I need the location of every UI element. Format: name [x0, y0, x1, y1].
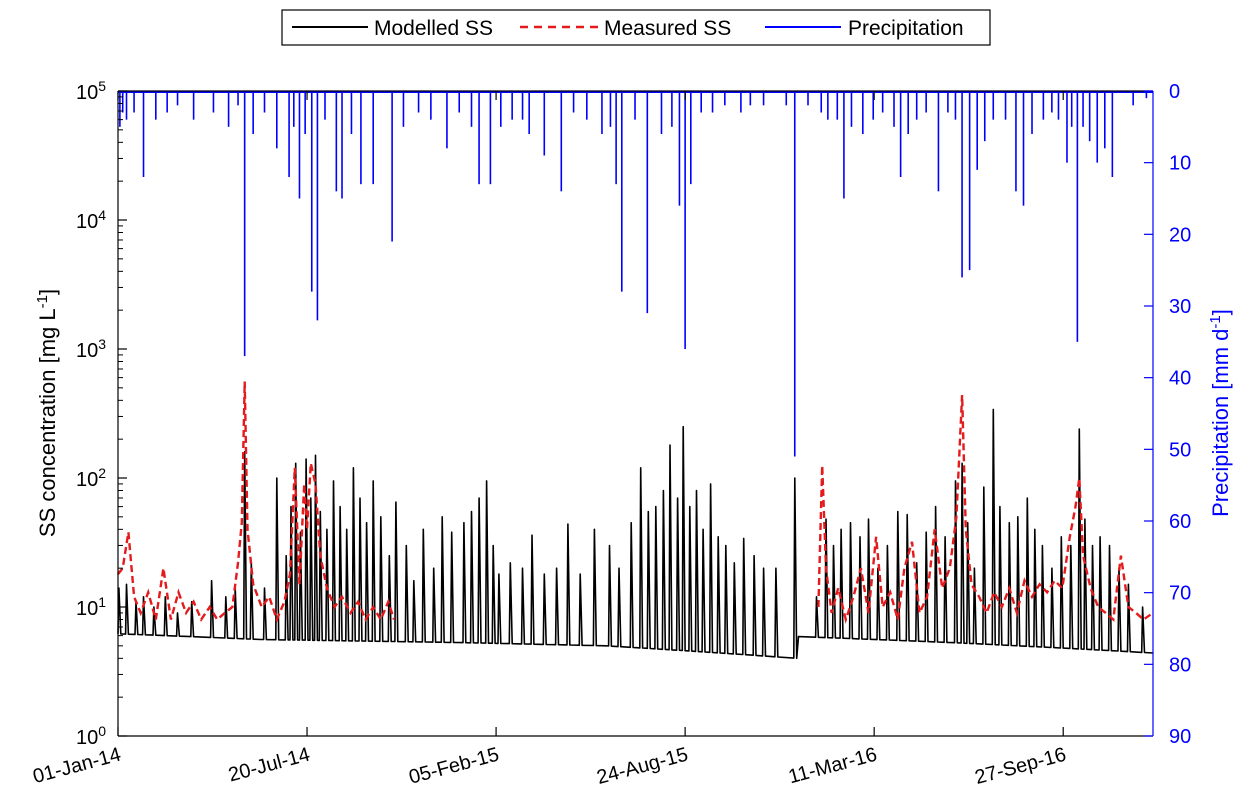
y-left-tick-label: 105: [76, 78, 106, 104]
y-left-ticks: 100 101 102 103 104 105: [76, 78, 127, 749]
y-right-tick-label: 90: [1169, 726, 1191, 748]
y-right-tick-label: 30: [1169, 296, 1191, 318]
y-left-tick-label: 104: [76, 207, 106, 233]
x-tick-label: 05-Feb-15: [407, 744, 502, 789]
y-right-tick-label: 20: [1169, 224, 1191, 246]
y-left-axis-label-close: ]: [35, 289, 60, 295]
y-right-tick-label: 0: [1169, 81, 1180, 103]
x-tick-label: 20-Jul-14: [226, 744, 312, 787]
measured-ss-line: [117, 381, 396, 623]
y-left-axis-label-main: SS concentration [mg L: [35, 308, 60, 537]
axes: [117, 90, 1154, 737]
x-ticks: 01-Jan-14 20-Jul-14 05-Feb-15 24-Aug-15 11-M…: [31, 91, 1069, 789]
y-right-tick-label: 60: [1169, 511, 1191, 533]
y-left-axis-label: SS concentration [mg L-1]: [34, 289, 61, 537]
modelled-ss-line: [117, 408, 1154, 660]
x-tick-label: 11-Mar-16: [786, 744, 879, 789]
x-tick-label: 01-Jan-14: [31, 744, 124, 789]
legend: Modelled SS Measured SS Precipitation: [281, 9, 991, 46]
y-right-tick-label: 50: [1169, 439, 1191, 461]
x-tick-label: 27-Sep-16: [973, 744, 1069, 789]
legend-box: [281, 9, 991, 46]
y-right-tick-label: 70: [1169, 583, 1191, 605]
series-precipitation: [118, 91, 1153, 457]
y-left-tick-label: 100: [76, 723, 106, 749]
y-left-axis-label-sup: -1: [34, 295, 51, 308]
y-right-tick-label: 10: [1169, 153, 1191, 175]
y-right-tick-label: 80: [1169, 654, 1191, 676]
y-left-tick-label: 101: [76, 594, 106, 620]
y-right-tick-label: 40: [1169, 368, 1191, 390]
legend-label-precipitation: Precipitation: [848, 17, 964, 40]
series-modelled-ss: [117, 408, 1154, 660]
x-tick-label: 24-Aug-15: [594, 744, 690, 789]
y-left-tick-label: 103: [76, 336, 106, 362]
y-left-tick-label: 102: [76, 465, 106, 491]
y-right-ticks: 0 10 20 30 40 50 60 70 80 90: [1144, 81, 1191, 748]
y-right-axis-label: Precipitation [mm d-1]: [1207, 309, 1234, 517]
y-right-axis-label-close: ]: [1208, 309, 1233, 315]
measured-ss-line: [817, 394, 1154, 624]
y-right-axis-label-main: Precipitation [mm d: [1208, 329, 1233, 517]
y-right-axis-label-sup: -1: [1207, 315, 1224, 328]
legend-label-measured: Measured SS: [604, 17, 731, 40]
legend-label-modelled: Modelled SS: [374, 17, 493, 40]
series-measured-ss: [117, 381, 1154, 624]
